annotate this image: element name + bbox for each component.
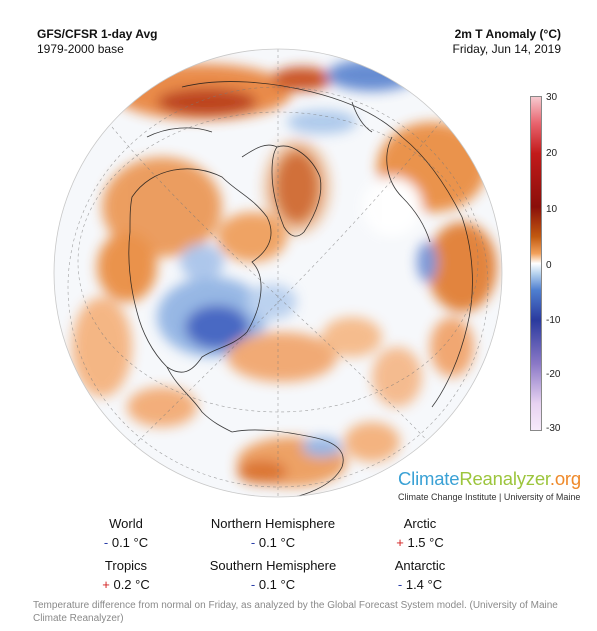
stat-value: 0.1 °C bbox=[111, 535, 149, 550]
stat-northern-hemisphere: Northern Hemisphere - 0.1 °C bbox=[198, 514, 348, 552]
stat-label: Tropics bbox=[104, 558, 148, 573]
stat-value: 0.2 °C bbox=[113, 577, 150, 592]
brand-logo: ClimateReanalyzer.org Climate Change Ins… bbox=[398, 468, 581, 503]
globe-map bbox=[52, 47, 504, 499]
stat-world: World - 0.1 °C bbox=[96, 514, 156, 552]
stat-value: 1.5 °C bbox=[407, 535, 444, 550]
stat-value: 0.1 °C bbox=[258, 577, 296, 592]
globe-svg bbox=[53, 48, 503, 498]
model-title: GFS/CFSR 1-day Avg bbox=[37, 27, 158, 41]
variable-title: 2m T Anomaly (°C) bbox=[454, 27, 561, 41]
colorbar-tick-neg10: -10 bbox=[546, 315, 561, 326]
color-scale-bar bbox=[530, 96, 542, 431]
baseline-label: 1979-2000 base bbox=[37, 42, 124, 56]
stat-arctic: Arctic + 1.5 °C bbox=[380, 514, 460, 552]
map-header-left: GFS/CFSR 1-day Avg 1979-2000 base bbox=[37, 27, 157, 57]
stat-value: 1.4 °C bbox=[405, 577, 443, 592]
brand-subtitle: Climate Change Institute | University of… bbox=[398, 492, 581, 502]
stat-sign: - bbox=[397, 577, 403, 592]
stat-tropics: Tropics + 0.2 °C bbox=[91, 556, 161, 594]
stat-sign: - bbox=[250, 577, 256, 592]
colorbar-tick-neg20: -20 bbox=[546, 369, 561, 380]
stat-label: Northern Hemisphere bbox=[210, 516, 336, 531]
figure-caption: Temperature difference from normal on Fr… bbox=[33, 600, 558, 624]
colorbar-tick-20: 20 bbox=[546, 148, 558, 159]
stat-southern-hemisphere: Southern Hemisphere - 0.1 °C bbox=[198, 556, 348, 594]
stat-sign: + bbox=[102, 577, 110, 592]
map-header-right: 2m T Anomaly (°C) Friday, Jun 14, 2019 bbox=[452, 27, 561, 57]
stat-sign: - bbox=[250, 535, 256, 550]
date-label: Friday, Jun 14, 2019 bbox=[452, 42, 561, 56]
colorbar-tick-30: 30 bbox=[546, 92, 558, 103]
stat-label: Southern Hemisphere bbox=[209, 558, 337, 573]
stat-sign: - bbox=[103, 535, 109, 550]
stat-label: Antarctic bbox=[394, 558, 446, 573]
stat-label: World bbox=[109, 516, 143, 531]
stat-antarctic: Antarctic - 1.4 °C bbox=[375, 556, 465, 594]
colorbar-tick-10: 10 bbox=[546, 204, 558, 215]
stat-sign: + bbox=[396, 535, 404, 550]
brand-wordmark: ClimateReanalyzer.org bbox=[398, 468, 581, 489]
stat-label: Arctic bbox=[403, 516, 437, 531]
stat-value: 0.1 °C bbox=[258, 535, 296, 550]
colorbar-tick-neg30: -30 bbox=[546, 423, 561, 434]
colorbar-tick-0: 0 bbox=[546, 260, 552, 271]
